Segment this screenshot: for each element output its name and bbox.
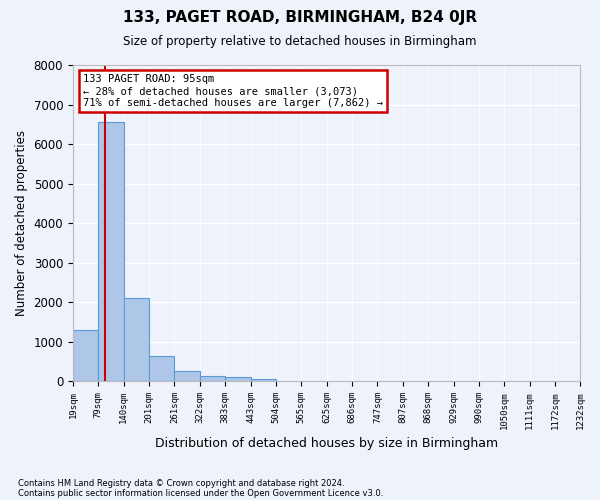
Text: 133, PAGET ROAD, BIRMINGHAM, B24 0JR: 133, PAGET ROAD, BIRMINGHAM, B24 0JR xyxy=(123,10,477,25)
Bar xyxy=(73,330,98,382)
X-axis label: Distribution of detached houses by size in Birmingham: Distribution of detached houses by size … xyxy=(155,437,498,450)
Bar xyxy=(124,298,149,382)
Bar xyxy=(149,356,175,382)
Y-axis label: Number of detached properties: Number of detached properties xyxy=(15,130,28,316)
Bar xyxy=(251,379,276,382)
Bar xyxy=(175,371,200,382)
Text: Contains HM Land Registry data © Crown copyright and database right 2024.: Contains HM Land Registry data © Crown c… xyxy=(18,478,344,488)
Text: Contains public sector information licensed under the Open Government Licence v3: Contains public sector information licen… xyxy=(18,488,383,498)
Text: 133 PAGET ROAD: 95sqm
← 28% of detached houses are smaller (3,073)
71% of semi-d: 133 PAGET ROAD: 95sqm ← 28% of detached … xyxy=(83,74,383,108)
Bar xyxy=(98,122,124,382)
Bar xyxy=(225,378,251,382)
Text: Size of property relative to detached houses in Birmingham: Size of property relative to detached ho… xyxy=(123,35,477,48)
Bar xyxy=(200,376,225,382)
